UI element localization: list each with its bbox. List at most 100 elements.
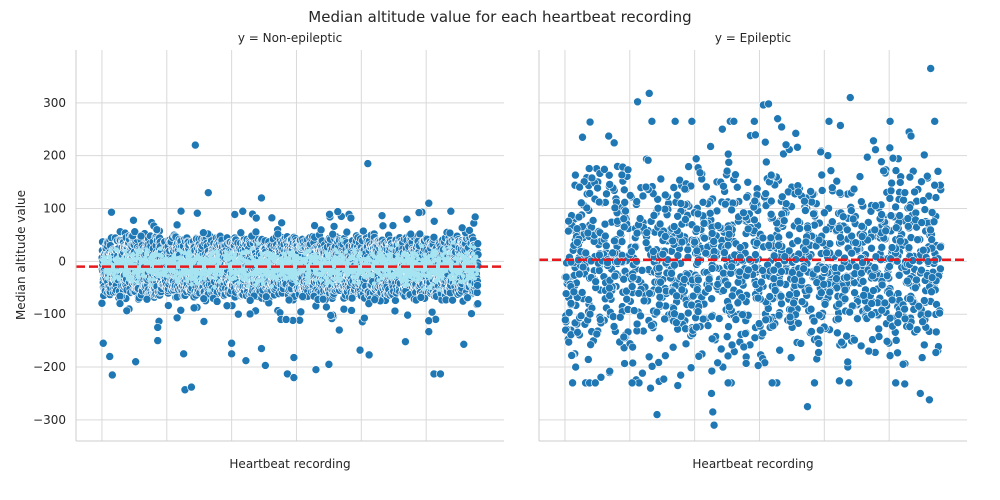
data-point <box>415 229 425 239</box>
data-point <box>128 274 133 279</box>
data-point <box>686 363 696 373</box>
data-point <box>227 349 236 359</box>
data-point <box>296 307 306 317</box>
data-point <box>869 136 878 146</box>
data-point <box>207 267 212 272</box>
data-point <box>115 255 120 260</box>
data-point <box>108 257 113 262</box>
data-point <box>435 262 440 268</box>
data-point <box>208 254 213 259</box>
data-point <box>378 221 388 231</box>
data-point <box>463 268 469 273</box>
x-axis-label-non-epileptic: Heartbeat recording <box>229 457 350 471</box>
data-point <box>362 257 367 262</box>
data-point <box>187 270 192 276</box>
data-point <box>731 170 740 180</box>
data-point <box>394 259 400 265</box>
data-point <box>118 261 123 266</box>
data-point <box>345 258 350 264</box>
data-point <box>888 153 898 163</box>
data-point <box>321 270 327 275</box>
data-point <box>459 340 469 349</box>
data-point <box>422 252 427 258</box>
data-point <box>208 275 213 280</box>
data-point <box>676 370 685 380</box>
data-point <box>307 255 312 260</box>
data-point <box>416 293 426 302</box>
data-point <box>844 378 854 388</box>
data-point <box>457 223 467 233</box>
data-point <box>356 253 361 259</box>
data-point <box>933 167 943 176</box>
data-point <box>158 246 163 251</box>
data-point <box>448 265 454 270</box>
data-point <box>105 352 115 361</box>
data-point <box>148 282 153 288</box>
data-point <box>152 225 162 234</box>
data-point <box>142 294 152 304</box>
data-point <box>338 260 343 265</box>
panel-epileptic: y = Epileptic Heartbeat recording <box>538 31 967 471</box>
data-point <box>383 263 388 269</box>
data-point <box>189 282 194 287</box>
data-point <box>694 351 704 361</box>
data-point <box>433 249 438 254</box>
data-point <box>176 247 182 252</box>
data-point <box>724 322 733 331</box>
data-point <box>339 304 349 314</box>
y-tick-label: 200 <box>43 149 66 163</box>
data-point <box>174 277 180 283</box>
data-point <box>227 338 236 348</box>
data-point <box>257 344 266 353</box>
data-point <box>429 282 435 287</box>
data-point <box>684 162 693 171</box>
data-point <box>341 255 346 260</box>
data-point <box>793 143 802 152</box>
data-point <box>281 267 287 272</box>
data-point <box>588 216 598 225</box>
data-point <box>107 207 116 217</box>
data-point <box>836 233 845 242</box>
data-point <box>453 269 458 274</box>
data-point <box>137 247 142 253</box>
data-point <box>761 137 770 147</box>
data-point <box>181 270 187 276</box>
data-point <box>381 268 387 274</box>
data-point <box>367 272 373 278</box>
data-point <box>199 294 209 304</box>
data-point <box>871 145 880 154</box>
data-point <box>296 245 302 250</box>
data-point <box>211 268 217 273</box>
data-point <box>151 277 157 282</box>
data-point <box>326 311 336 320</box>
data-point <box>195 281 201 286</box>
data-point <box>175 271 181 276</box>
data-point <box>100 257 105 263</box>
data-point <box>424 316 434 326</box>
data-point <box>467 309 476 318</box>
data-point <box>707 366 717 376</box>
data-point <box>343 249 349 254</box>
data-point <box>337 277 342 283</box>
data-point <box>349 253 355 259</box>
data-point <box>394 242 400 247</box>
data-point <box>467 267 473 273</box>
data-point <box>200 269 205 274</box>
data-point <box>325 210 334 219</box>
data-point <box>98 338 108 348</box>
data-point <box>447 251 452 256</box>
data-point <box>333 207 343 216</box>
data-point <box>424 327 434 336</box>
data-point <box>293 275 298 280</box>
data-point <box>318 278 324 283</box>
data-point <box>140 257 145 262</box>
data-point <box>420 273 426 278</box>
data-point <box>330 281 335 286</box>
data-point <box>122 306 132 316</box>
panel-non-epileptic: y = Non-epileptic Heartbeat recording 30… <box>33 31 504 471</box>
data-point <box>363 159 373 168</box>
data-point <box>187 382 196 392</box>
data-point <box>823 151 833 160</box>
data-point <box>153 336 163 345</box>
